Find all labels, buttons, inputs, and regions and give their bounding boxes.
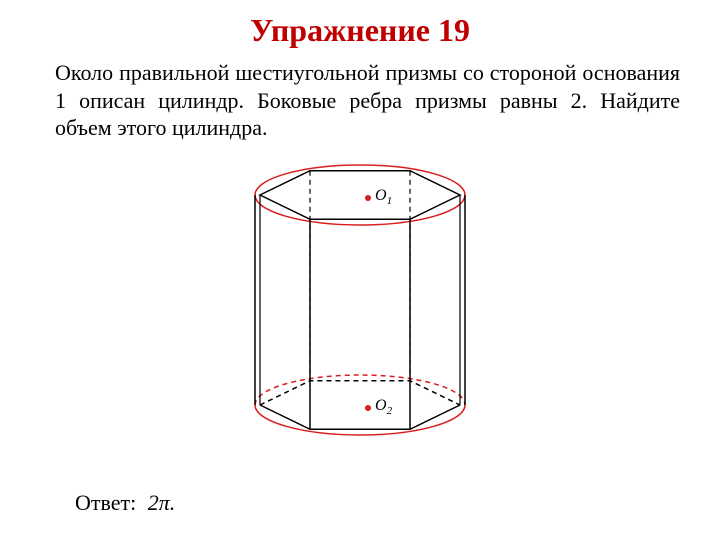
answer-value: 2π. bbox=[148, 490, 176, 515]
point-o2 bbox=[365, 405, 371, 411]
label-o1: O1 bbox=[375, 187, 392, 207]
prism-bottom-back bbox=[260, 381, 460, 405]
cylinder-bottom-front bbox=[255, 405, 465, 435]
prism-bottom-front bbox=[260, 405, 460, 429]
answer-label: Ответ: bbox=[75, 490, 136, 515]
problem-statement: Около правильной шестиугольной призмы со… bbox=[0, 49, 720, 142]
prism-top-hexagon bbox=[260, 171, 460, 220]
diagram: O1 O2 bbox=[225, 150, 495, 450]
point-o1 bbox=[365, 195, 371, 201]
label-o2: O2 bbox=[375, 397, 393, 417]
cylinder-top-ellipse bbox=[255, 165, 465, 225]
cylinder-bottom-back bbox=[255, 375, 465, 405]
page-title: Упражнение 19 bbox=[0, 0, 720, 49]
answer-row: Ответ: 2π. bbox=[75, 490, 175, 516]
